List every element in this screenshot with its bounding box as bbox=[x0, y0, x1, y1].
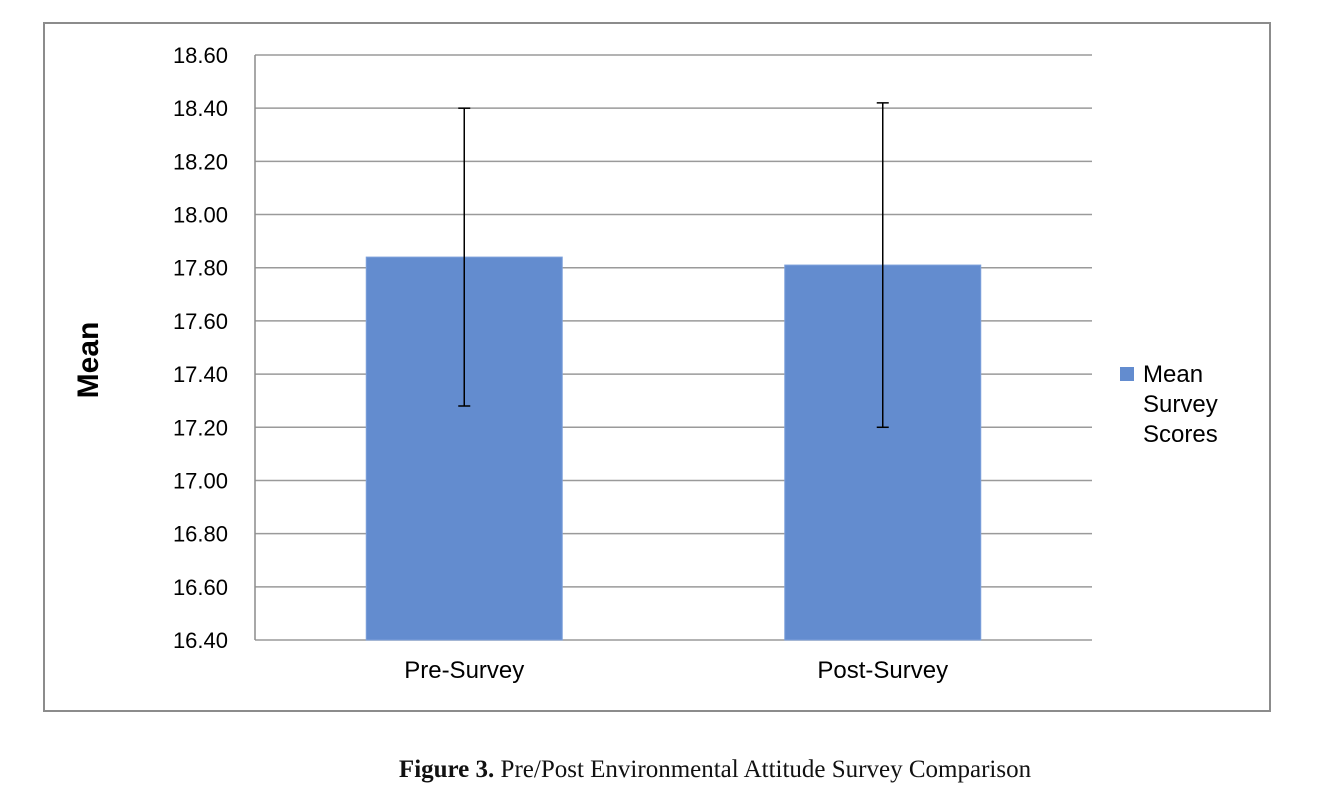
y-tick-label: 16.40 bbox=[173, 628, 228, 653]
y-tick-label: 17.00 bbox=[173, 468, 228, 493]
chart-frame bbox=[43, 22, 1271, 712]
y-tick-label: 17.80 bbox=[173, 256, 228, 281]
y-tick-label: 18.00 bbox=[173, 203, 228, 228]
y-axis-title: Mean bbox=[72, 322, 105, 399]
y-tick-label: 18.60 bbox=[173, 43, 228, 68]
y-tick-label: 16.80 bbox=[173, 522, 228, 547]
y-tick-label: 17.20 bbox=[173, 415, 228, 440]
legend-label: Scores bbox=[1143, 421, 1218, 448]
caption-text: Pre/Post Environmental Attitude Survey C… bbox=[494, 756, 1032, 783]
y-tick-label: 18.20 bbox=[173, 149, 228, 174]
y-tick-label: 17.60 bbox=[173, 309, 228, 334]
legend-swatch bbox=[1120, 367, 1134, 381]
caption-label: Figure 3. bbox=[398, 756, 495, 783]
legend-label: Mean bbox=[1143, 361, 1203, 388]
y-tick-label: 18.40 bbox=[173, 96, 228, 121]
x-category-label: Pre-Survey bbox=[404, 657, 524, 684]
legend-label: Survey bbox=[1143, 391, 1218, 418]
x-category-label: Post-Survey bbox=[817, 657, 948, 684]
figure-caption: Figure 3. Pre/Post Environmental Attitud… bbox=[0, 756, 1318, 784]
y-tick-label: 17.40 bbox=[173, 362, 228, 387]
y-tick-label: 16.60 bbox=[173, 575, 228, 600]
